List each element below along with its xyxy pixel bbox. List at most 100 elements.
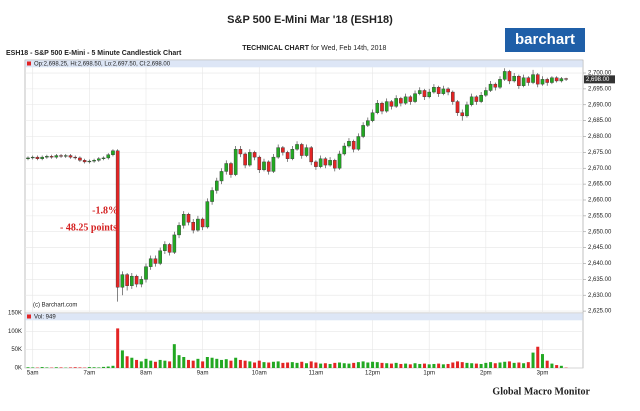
volume-bar — [149, 360, 153, 368]
candle-body — [186, 214, 191, 223]
volume-bar — [300, 361, 304, 368]
volume-bar — [545, 360, 549, 368]
y-tick-label: 2,660.00 — [588, 198, 612, 204]
candle-body — [163, 244, 167, 251]
candle-body — [243, 153, 247, 166]
candle-body — [111, 150, 115, 155]
volume-bar — [153, 361, 157, 368]
copyright: (c) Barchart.com — [33, 303, 77, 309]
candle-body — [78, 157, 82, 161]
candle-body — [115, 150, 120, 288]
candle-body — [337, 153, 342, 169]
candle-body — [49, 156, 54, 158]
candle-body — [314, 161, 318, 167]
volume-bar — [418, 363, 422, 368]
volume-bar — [427, 364, 431, 368]
volume-bar — [479, 363, 483, 368]
candle-body — [281, 147, 285, 153]
volume-bar — [262, 362, 266, 368]
candle-body — [233, 149, 238, 175]
chart-title: S&P 500 E-Mini Mar '18 (ESH18) — [227, 14, 393, 26]
volume-bar — [295, 362, 299, 368]
candle-body — [408, 96, 413, 102]
volume-bar — [125, 356, 129, 368]
candle-body — [559, 78, 564, 82]
candle-body — [512, 75, 516, 82]
volume-bar — [243, 360, 247, 368]
candle-body — [238, 149, 243, 155]
candle-body — [59, 155, 63, 157]
volume-bar — [352, 362, 356, 368]
volume-bar — [220, 359, 224, 368]
volume-bar — [139, 361, 143, 368]
volume-bar — [135, 359, 139, 368]
candle-body — [370, 112, 375, 121]
candle-body — [333, 160, 337, 169]
volume-bar — [522, 363, 526, 368]
candle-body — [309, 147, 314, 163]
y-tick-label: 2,640.00 — [588, 261, 612, 267]
volume-bar — [172, 344, 176, 368]
candle-body — [271, 156, 276, 172]
candle-body — [550, 77, 554, 83]
volume-bar — [205, 357, 209, 368]
candle-body — [465, 104, 469, 117]
y-tick-label: 2,645.00 — [588, 245, 612, 251]
y-tick-label: 2,635.00 — [588, 277, 612, 283]
volume-bar — [361, 361, 365, 368]
volume-bar — [210, 357, 214, 368]
volume-bar — [196, 358, 200, 368]
candle-body — [224, 163, 229, 172]
candle-body — [342, 145, 347, 155]
annotation: -1.8% — [92, 205, 118, 216]
footer: Global Macro Monitor — [492, 386, 590, 397]
volume-bar — [248, 361, 252, 368]
candle-body — [276, 147, 280, 158]
candle-body — [384, 101, 389, 112]
candle-body — [144, 266, 148, 280]
volume-bar — [328, 363, 332, 368]
volume-bar — [498, 362, 502, 368]
candle-body — [427, 91, 432, 98]
y-tick-label: 2,665.00 — [588, 182, 612, 188]
candle-body — [181, 214, 186, 226]
price-panel — [24, 59, 584, 314]
candle-body — [380, 102, 384, 112]
volume-bar — [201, 361, 205, 368]
volume-bar — [40, 367, 44, 368]
volume-bar — [286, 362, 290, 368]
candle-body — [125, 274, 129, 286]
candle-body — [210, 190, 214, 202]
volume-tick-label: 150K — [8, 311, 22, 317]
candle-body — [432, 87, 436, 93]
candle-body — [540, 79, 545, 85]
x-tick-label: 1pm — [423, 371, 435, 377]
y-tick-label: 2,655.00 — [588, 213, 612, 219]
volume-bar — [73, 367, 77, 368]
candle-body — [304, 147, 309, 156]
candle-body — [493, 83, 498, 88]
candle-body — [290, 149, 295, 159]
candle-body — [441, 88, 446, 94]
candle-body — [96, 158, 101, 161]
y-tick-label: 2,650.00 — [588, 229, 612, 235]
candle-body — [484, 90, 488, 96]
subtitle: for Wed, Feb 14th, 2018 — [311, 45, 386, 52]
volume-panel — [24, 312, 584, 369]
ohlc-swatch — [27, 61, 31, 66]
candle-body — [252, 152, 257, 158]
candle-body — [45, 156, 49, 158]
candle-body — [82, 160, 87, 163]
candle-body — [191, 222, 196, 231]
volume-bar — [257, 360, 261, 368]
volume-bar — [437, 363, 441, 368]
volume-bar — [224, 359, 228, 368]
candle-body — [531, 74, 535, 83]
volume-bar — [404, 363, 408, 368]
candle-body — [328, 160, 332, 166]
volume-bar — [375, 362, 379, 368]
candle-body — [177, 225, 181, 236]
last-price-label: 2,698.00 — [586, 77, 610, 83]
volume-bar — [465, 362, 469, 368]
